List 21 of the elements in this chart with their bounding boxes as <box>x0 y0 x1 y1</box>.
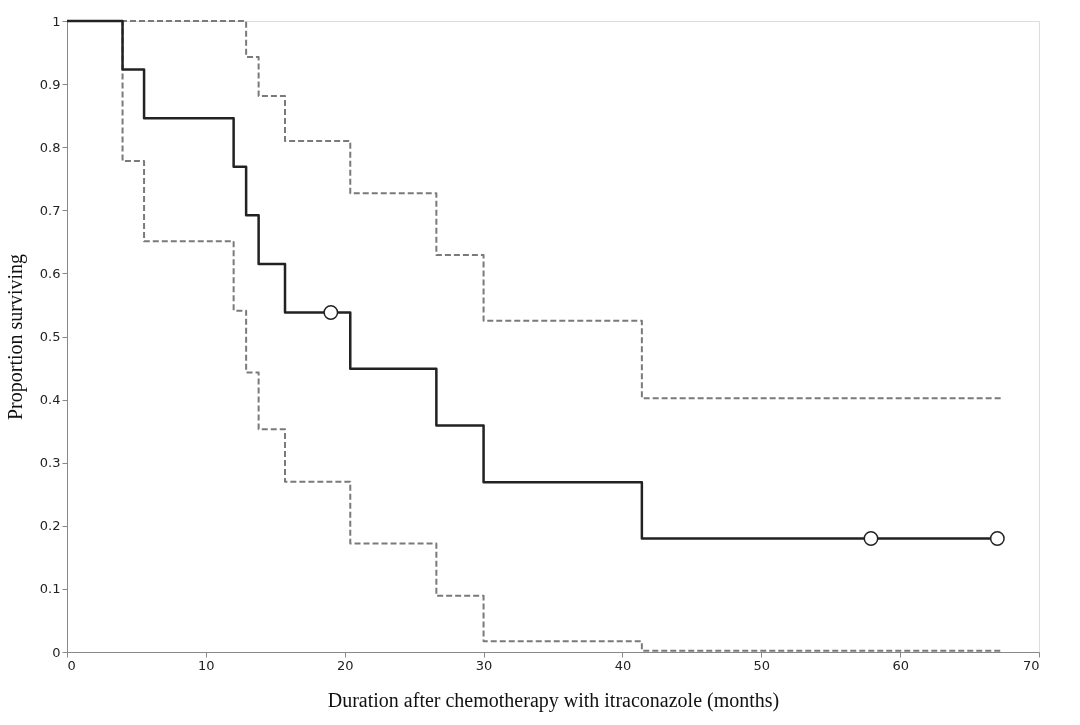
y-tick-label: 0.5 <box>39 329 61 344</box>
x-tick-label: 70 <box>1022 657 1040 673</box>
y-tick-label: 0.8 <box>39 139 61 155</box>
x-axis-title: Duration after chemotherapy with itraconazole (months) <box>327 688 780 712</box>
y-tick-label: 0.9 <box>39 76 61 92</box>
y-tick-label: 0.3 <box>39 455 61 471</box>
y-tick-label: 0.1 <box>39 581 61 597</box>
x-tick-label: 10 <box>198 657 215 673</box>
x-tick-label: 60 <box>892 657 909 673</box>
x-tick-label: 20 <box>336 657 354 673</box>
y-tick-label: 0.2 <box>39 518 61 534</box>
x-tick-label: 40 <box>614 657 632 673</box>
y-tick-label: 1 <box>52 13 61 29</box>
x-tick-label: 50 <box>753 657 771 673</box>
y-tick-label: 0.4 <box>39 392 61 408</box>
x-tick-label: 30 <box>475 657 493 673</box>
x-tick-label: 0 <box>67 657 76 673</box>
y-tick-label: 0.6 <box>39 265 61 281</box>
y-axis-title: Proportion surviving <box>3 253 27 421</box>
y-tick-label: 0 <box>52 644 61 660</box>
y-tick-label: 0.7 <box>39 202 61 218</box>
